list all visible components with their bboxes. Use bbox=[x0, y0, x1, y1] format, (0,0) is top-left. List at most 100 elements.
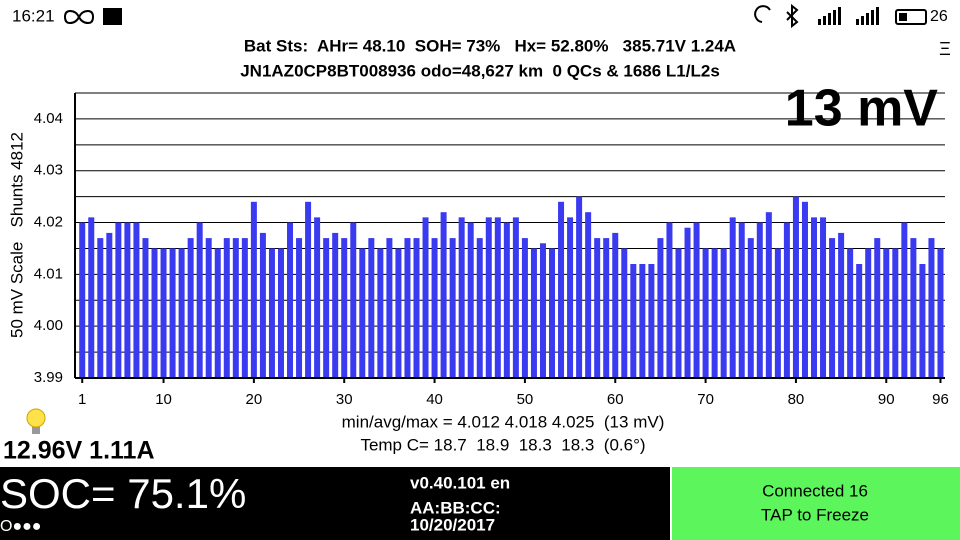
bar bbox=[187, 238, 194, 378]
bar bbox=[160, 248, 167, 378]
bar bbox=[630, 264, 637, 378]
bar bbox=[97, 238, 104, 378]
bar bbox=[756, 222, 763, 378]
bar bbox=[792, 196, 799, 378]
header-line: JN1AZ0CP8BT008936 odo=48,627 km 0 QCs & … bbox=[240, 61, 720, 80]
y-tick-label: 4.00 bbox=[34, 317, 63, 334]
action[interactable]: TAP to Freeze bbox=[761, 505, 869, 524]
bar bbox=[178, 248, 185, 378]
dots: O●●● bbox=[0, 518, 41, 535]
bar bbox=[305, 201, 312, 378]
bar bbox=[142, 238, 149, 378]
bar bbox=[820, 217, 827, 378]
bar bbox=[350, 222, 357, 378]
bar bbox=[268, 248, 275, 378]
battery-level: 26 bbox=[930, 8, 948, 25]
bar bbox=[259, 232, 266, 378]
menu-button[interactable]: Ξ bbox=[939, 39, 951, 59]
bar bbox=[413, 238, 420, 378]
bar bbox=[603, 238, 610, 378]
bar bbox=[124, 222, 131, 378]
bar bbox=[341, 238, 348, 378]
bar bbox=[675, 248, 682, 378]
bar bbox=[829, 238, 836, 378]
bar bbox=[729, 217, 736, 378]
header-line: Bat Sts: AHr= 48.10 SOH= 73% Hx= 52.80% … bbox=[244, 36, 736, 55]
bar bbox=[512, 217, 519, 378]
bar bbox=[323, 238, 330, 378]
bar bbox=[910, 238, 917, 378]
bar bbox=[106, 232, 113, 378]
bar bbox=[386, 238, 393, 378]
bar bbox=[377, 248, 384, 378]
stats-line: Temp C= 18.7 18.9 18.3 18.3 (0.6°) bbox=[360, 435, 645, 454]
connection[interactable]: Connected 16 bbox=[762, 481, 868, 500]
bar bbox=[765, 212, 772, 378]
x-tick-label: 30 bbox=[336, 391, 353, 408]
y-tick-label: 4.01 bbox=[34, 265, 63, 282]
bar bbox=[567, 217, 574, 378]
bar bbox=[151, 248, 158, 378]
bar bbox=[287, 222, 294, 378]
bar bbox=[115, 222, 122, 378]
clock: 16:21 bbox=[12, 6, 55, 25]
bar bbox=[449, 238, 456, 378]
bar bbox=[621, 248, 628, 378]
bar bbox=[79, 222, 86, 378]
bar bbox=[277, 248, 284, 378]
bar bbox=[296, 238, 303, 378]
bar bbox=[874, 238, 881, 378]
x-tick-label: 96 bbox=[932, 391, 949, 408]
bar bbox=[467, 222, 474, 378]
bar bbox=[576, 196, 583, 378]
bar bbox=[838, 232, 845, 378]
bar bbox=[539, 243, 546, 378]
bar bbox=[585, 212, 592, 378]
bar bbox=[169, 248, 176, 378]
bar bbox=[133, 222, 140, 378]
bar bbox=[720, 248, 727, 378]
bar bbox=[811, 217, 818, 378]
big-label: 13 mV bbox=[785, 80, 939, 138]
x-tick-label: 40 bbox=[426, 391, 443, 408]
bar bbox=[404, 238, 411, 378]
bar bbox=[503, 222, 510, 378]
signal-bars bbox=[818, 7, 879, 25]
bar bbox=[332, 232, 339, 378]
bar bbox=[440, 212, 447, 378]
x-tick-label: 90 bbox=[878, 391, 895, 408]
bar bbox=[747, 238, 754, 378]
connect-button[interactable] bbox=[672, 467, 960, 540]
x-tick-label: 70 bbox=[697, 391, 714, 408]
bar bbox=[232, 238, 239, 378]
status-icons bbox=[63, 3, 927, 29]
bar bbox=[494, 217, 501, 378]
bar bbox=[738, 222, 745, 378]
x-tick-label: 50 bbox=[517, 391, 534, 408]
x-tick-label: 10 bbox=[155, 391, 172, 408]
bar bbox=[359, 248, 366, 378]
bar bbox=[431, 238, 438, 378]
y-tick-label: 3.99 bbox=[34, 369, 63, 386]
footer-panel bbox=[0, 467, 670, 540]
y-tick-label: 4.03 bbox=[34, 162, 63, 179]
bar bbox=[774, 248, 781, 378]
readout: 12.96V 1.11A bbox=[3, 437, 155, 465]
stats-line: min/avg/max = 4.012 4.018 4.025 (13 mV) bbox=[342, 412, 665, 431]
bar bbox=[892, 248, 899, 378]
y-axis-label: 50 mV Scale Shunts 4812 bbox=[7, 132, 26, 338]
bar bbox=[214, 248, 221, 378]
bar bbox=[521, 238, 528, 378]
bar bbox=[847, 248, 854, 378]
bar bbox=[196, 222, 203, 378]
x-tick-label: 60 bbox=[607, 391, 624, 408]
bar bbox=[241, 238, 248, 378]
y-tick-label: 4.02 bbox=[34, 214, 63, 231]
bar bbox=[937, 248, 944, 378]
bar bbox=[223, 238, 230, 378]
bar bbox=[928, 238, 935, 378]
bar bbox=[250, 201, 257, 378]
bar bbox=[558, 201, 565, 378]
version: v0.40.101 en bbox=[410, 473, 510, 492]
bar bbox=[684, 227, 691, 378]
